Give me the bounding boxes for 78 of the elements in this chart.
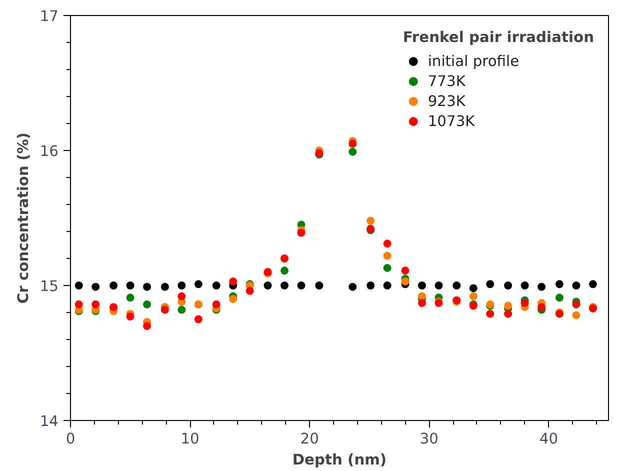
point (452, 282, 461, 290)
x-tick-label: 10 (180, 430, 200, 448)
point (212, 300, 220, 308)
point (538, 282, 546, 291)
point (504, 302, 512, 310)
x-axis-title: Depth (nm) (292, 452, 387, 468)
point (126, 294, 134, 302)
point (520, 299, 529, 308)
point (418, 282, 426, 290)
point (74, 282, 83, 290)
point (469, 284, 478, 292)
point (348, 148, 357, 156)
point (143, 282, 152, 291)
point (418, 292, 426, 300)
y-tick-label: 17 (40, 8, 59, 25)
y-tick-label: 14 (40, 413, 59, 430)
y-tick-label: 15 (40, 278, 59, 295)
point (229, 277, 238, 286)
point (126, 312, 134, 321)
legend-title: Frenkel pair irradiation (402, 29, 594, 46)
point (143, 300, 152, 308)
point (297, 282, 306, 290)
point (126, 282, 134, 290)
point (401, 277, 410, 286)
legend-label: 1073K (428, 112, 475, 130)
point (504, 282, 512, 290)
point (383, 282, 392, 290)
point (588, 280, 597, 288)
legend-label: 923K (428, 92, 466, 110)
point (572, 300, 580, 308)
x-tick-label: 20 (300, 430, 319, 448)
point (229, 295, 238, 303)
point (434, 282, 443, 290)
point (315, 282, 324, 290)
point (297, 228, 306, 237)
point (486, 280, 494, 288)
point (264, 282, 272, 290)
point (572, 282, 580, 290)
point (348, 282, 357, 291)
point (504, 310, 512, 318)
point (178, 282, 186, 290)
point (366, 282, 375, 290)
x-tick-label: 0 (66, 430, 76, 448)
point (74, 300, 83, 308)
point (143, 322, 152, 330)
point (538, 303, 546, 312)
point (383, 252, 392, 260)
point (194, 280, 202, 288)
point (280, 282, 289, 290)
y-tick-label: 16 (40, 143, 59, 160)
point (160, 282, 169, 291)
point (246, 286, 254, 295)
point (348, 140, 357, 148)
point (555, 280, 564, 288)
y-axis-title: Cr concentration (%) (14, 132, 32, 304)
point (555, 294, 564, 302)
x-tick-label: 30 (420, 430, 438, 448)
legend-label: 773K (428, 72, 466, 90)
point (92, 300, 100, 308)
point (572, 311, 580, 320)
point (469, 292, 478, 300)
point (366, 216, 375, 225)
point (178, 292, 186, 300)
point (418, 299, 426, 308)
point (92, 282, 100, 291)
point (520, 282, 529, 290)
point (486, 310, 494, 318)
point (383, 240, 392, 248)
point (178, 306, 186, 314)
point (401, 266, 410, 275)
point (110, 282, 118, 290)
x-tick-label: 40 (539, 430, 558, 448)
legend-label: initial profile (428, 52, 520, 70)
point (280, 266, 289, 275)
point (194, 315, 202, 324)
point (212, 282, 220, 290)
point (383, 264, 392, 272)
point (160, 306, 169, 314)
